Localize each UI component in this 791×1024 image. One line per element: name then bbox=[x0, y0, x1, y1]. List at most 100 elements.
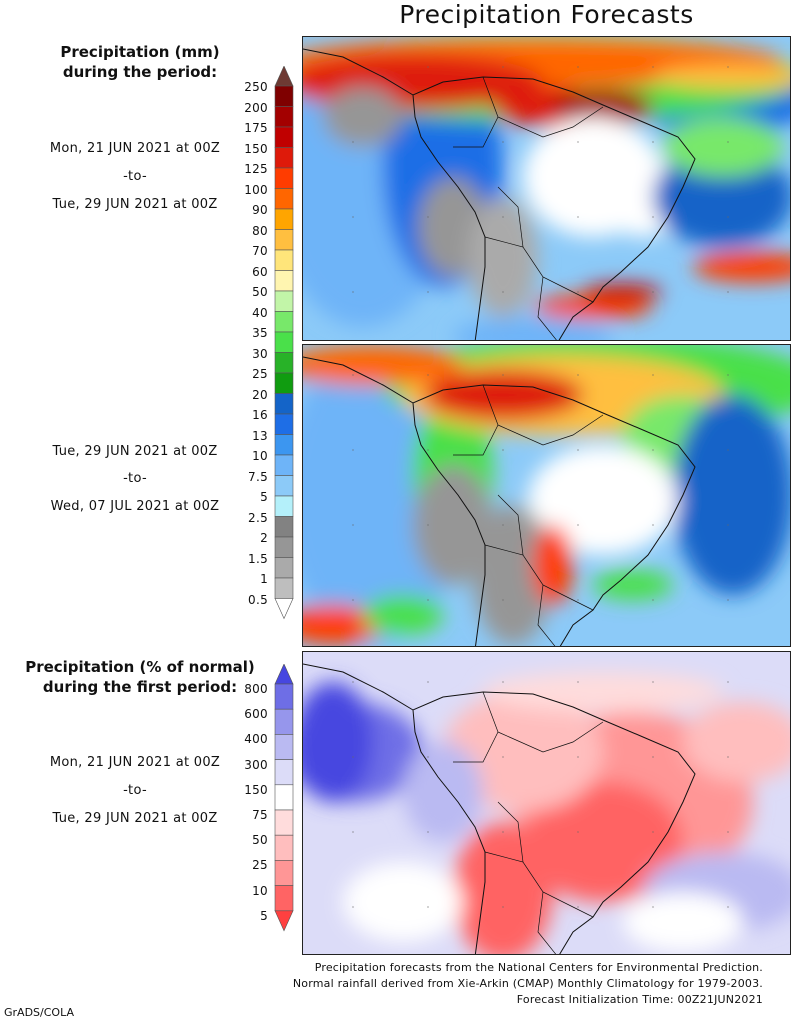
colorbar-swatch bbox=[274, 352, 294, 374]
grid-dot bbox=[577, 524, 579, 526]
colorbar-swatch bbox=[274, 147, 294, 169]
grid-dot bbox=[727, 66, 729, 68]
pct-legend-title-line2: during the first period: bbox=[42, 678, 238, 696]
grid-dot bbox=[577, 66, 579, 68]
coastline bbox=[303, 48, 696, 340]
colorbar-swatch bbox=[274, 516, 294, 538]
mm-legend-title-line1: Precipitation (mm) bbox=[60, 43, 220, 61]
colorbar-tick-label: 10 bbox=[252, 449, 268, 463]
colorbar-tick-label: 5 bbox=[260, 490, 268, 504]
precip-field-region bbox=[343, 862, 463, 942]
colorbar-swatch bbox=[274, 536, 294, 558]
grid-dot bbox=[652, 906, 654, 908]
grid-dot bbox=[502, 449, 504, 451]
mm-legend-title: Precipitation (mm) during the period: bbox=[40, 42, 240, 82]
period3-sep: -to- bbox=[123, 783, 147, 798]
precip-field-region bbox=[303, 605, 383, 645]
grid-dot bbox=[502, 141, 504, 143]
grid-dot bbox=[502, 831, 504, 833]
colorbar-tick-label: 25 bbox=[252, 858, 268, 873]
precip-field-region bbox=[303, 345, 463, 385]
colorbar-swatch bbox=[274, 229, 294, 251]
grid-dot bbox=[352, 66, 354, 68]
grid-dot bbox=[352, 449, 354, 451]
colorbar-tick-label: 80 bbox=[252, 223, 268, 238]
precip-field-region bbox=[623, 892, 743, 952]
footer-line1: Precipitation forecasts from the Nationa… bbox=[314, 961, 763, 974]
colorbar-tick-label: 125 bbox=[244, 162, 268, 176]
colorbar-swatch bbox=[274, 759, 294, 786]
grid-dot bbox=[502, 66, 504, 68]
grid-dot bbox=[652, 524, 654, 526]
grid-dot bbox=[652, 756, 654, 758]
colorbar-swatch bbox=[274, 860, 294, 886]
precip-field-region bbox=[453, 822, 553, 954]
map-panel-percent-normal bbox=[302, 651, 791, 955]
grid-dot bbox=[427, 449, 429, 451]
period1-to: Tue, 29 JUN 2021 at 00Z bbox=[52, 197, 218, 212]
colorbar-tick-label: 400 bbox=[244, 732, 268, 747]
colorbar-swatch bbox=[274, 434, 294, 456]
grid-dot bbox=[652, 374, 654, 376]
grid-dot bbox=[427, 291, 429, 293]
grid-dot bbox=[427, 831, 429, 833]
grid-dot bbox=[352, 906, 354, 908]
footer-notes: Precipitation forecasts from the Nationa… bbox=[293, 960, 763, 1008]
colorbar-tick-label: 90 bbox=[252, 203, 268, 217]
colorbar-tick-label: 60 bbox=[252, 264, 268, 279]
colorbar-swatch bbox=[274, 454, 294, 476]
grid-dot bbox=[352, 141, 354, 143]
grid-dot bbox=[727, 374, 729, 376]
precip-field-region bbox=[663, 117, 783, 177]
colorbar-swatch bbox=[274, 270, 294, 292]
colorbar-tick-label: 100 bbox=[244, 182, 268, 197]
grid-dot bbox=[577, 756, 579, 758]
country-borders bbox=[453, 691, 604, 954]
grid-dot bbox=[727, 291, 729, 293]
grid-dot bbox=[727, 831, 729, 833]
map-panel-period2 bbox=[302, 344, 791, 647]
precip-field-region bbox=[528, 445, 678, 555]
precip-field-region bbox=[443, 692, 603, 812]
grid-dot bbox=[577, 374, 579, 376]
precip-field-region bbox=[533, 295, 653, 319]
colorbar-tick-label: 70 bbox=[252, 244, 268, 258]
precip-field-region bbox=[473, 505, 553, 645]
colorbar-top-arrow bbox=[274, 664, 294, 685]
colorbar-tick-label: 50 bbox=[252, 833, 268, 848]
colorbar-tick-label: 300 bbox=[244, 757, 268, 772]
colorbar-tick-label: 150 bbox=[244, 141, 268, 156]
colorbar-swatch bbox=[274, 475, 294, 497]
precip-field-region bbox=[593, 570, 673, 600]
precip-field-region bbox=[413, 465, 493, 585]
precip-field-region bbox=[483, 672, 723, 712]
grid-dot bbox=[652, 291, 654, 293]
precip-field-region bbox=[303, 345, 463, 645]
colorbar-swatch bbox=[274, 809, 294, 836]
colorbar-tick-label: 600 bbox=[244, 707, 268, 722]
precip-field-region bbox=[523, 782, 683, 902]
grid-dot bbox=[352, 599, 354, 601]
colorbar-bottom-arrow bbox=[274, 598, 294, 620]
grid-dot bbox=[577, 906, 579, 908]
precip-field-region bbox=[468, 197, 538, 317]
grid-dot bbox=[577, 216, 579, 218]
colorbar-tick-label: 1 bbox=[260, 572, 268, 586]
precip-field-region bbox=[303, 682, 373, 802]
colorbar-tick-label: 50 bbox=[252, 285, 268, 299]
grid-dot bbox=[727, 906, 729, 908]
colorbar-swatch bbox=[274, 167, 294, 189]
grid-dot bbox=[652, 831, 654, 833]
country-borders bbox=[453, 76, 604, 340]
map-panel-period1 bbox=[302, 36, 791, 341]
colorbar-tick-label: 2 bbox=[260, 531, 268, 545]
colorbar-swatch bbox=[274, 85, 294, 107]
precip-field-region bbox=[363, 595, 443, 635]
colorbar-swatch bbox=[274, 577, 294, 599]
colorbar-swatch bbox=[274, 683, 294, 710]
colorbar-top-arrow bbox=[274, 66, 294, 87]
precip-field-region bbox=[533, 525, 573, 605]
grid-dot bbox=[652, 681, 654, 683]
grid-dot bbox=[652, 66, 654, 68]
coastline bbox=[303, 663, 696, 954]
